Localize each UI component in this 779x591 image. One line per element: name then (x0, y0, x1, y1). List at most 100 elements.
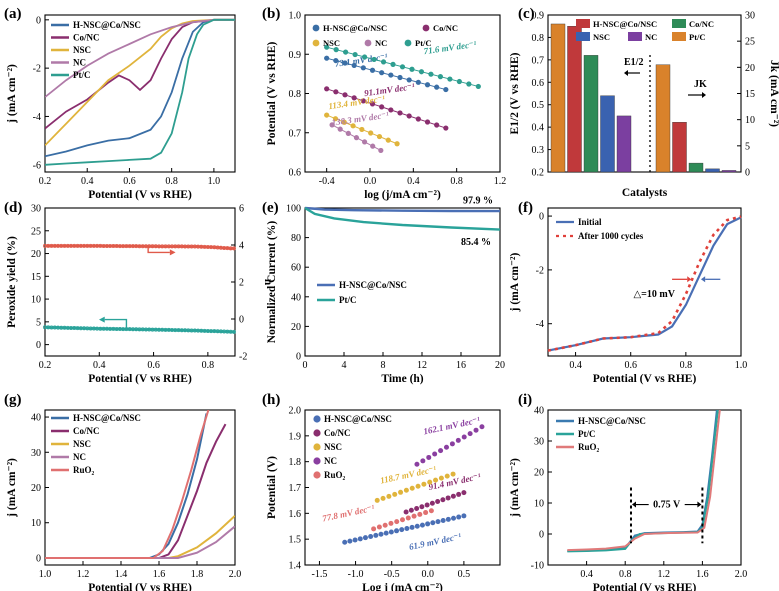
series-line-a (45, 18, 235, 147)
legend-label-g: RuO₂ (73, 465, 95, 475)
panel-label-c: (c) (518, 6, 535, 22)
series-line-a (45, 18, 235, 166)
y-tick-label-a: -4 (33, 112, 41, 123)
data-point-h (409, 524, 415, 530)
data-point-h (428, 508, 434, 514)
data-point-h (405, 515, 411, 521)
data-point-h (409, 485, 415, 491)
data-point-h (378, 531, 384, 537)
data-point-b (409, 66, 415, 72)
y-tick-label-e: 0 (296, 352, 301, 363)
data-point-b (333, 89, 339, 95)
panel-label-b: (b) (262, 6, 280, 22)
series-line-g (45, 413, 208, 559)
series-line-e (304, 206, 501, 213)
data-point-h (425, 521, 431, 527)
y-tick-label-g: 30 (31, 448, 41, 459)
y-tick-label-i: 0 (539, 530, 544, 541)
data-point-b (360, 65, 366, 71)
bar-e-half-c (616, 115, 632, 173)
data-point-b (350, 123, 356, 129)
data-point-b (333, 47, 339, 53)
data-point-h (392, 491, 398, 497)
arrow-head-c (702, 92, 706, 98)
panel-label-h: (h) (262, 392, 280, 408)
legend-marker-h (313, 443, 321, 451)
x-axis-title-a: Potential (V vs RHE) (88, 189, 192, 201)
y-tick-label-a: -2 (33, 64, 41, 75)
legend-marker-h (313, 415, 321, 423)
panel-i: (i) 0.4 0.8 1.2 1.6 2.0 Potential (V vs RHE) -1… (509, 392, 747, 591)
y-tick-label-e: 40 (291, 292, 301, 303)
legend-label-c: NSC (593, 32, 610, 42)
series-line-d (45, 244, 235, 250)
y-tick-label-d: 5 (36, 317, 41, 328)
data-point-h (430, 520, 436, 526)
data-point-h (362, 535, 368, 541)
y2-tick-label-c: 25 (745, 37, 755, 48)
data-point-h (386, 493, 392, 499)
x-tick-label-i: 0.4 (580, 569, 593, 580)
data-point-b (337, 126, 343, 132)
data-point-h (456, 491, 462, 497)
arrow-head-f (687, 276, 692, 283)
data-point-h (388, 529, 394, 535)
data-point-b (415, 79, 421, 85)
data-point-b (418, 69, 425, 75)
y2-tick-label-c: 30 (745, 11, 755, 22)
data-point-b (361, 139, 368, 145)
data-point-b (424, 82, 431, 88)
data-point-h (380, 495, 386, 501)
x-tick-label-b: 0.0 (364, 176, 377, 187)
x-axis-title-d: Potential (V vs RHE) (88, 373, 192, 385)
x-tick-label-i: 1.2 (658, 569, 671, 580)
y-tick-label-c: 0.7 (532, 55, 545, 66)
data-point-h (368, 534, 374, 540)
data-point-h (445, 495, 451, 501)
data-point-b (376, 133, 383, 140)
data-point-b (406, 113, 412, 119)
y-tick-label-c: 0.6 (532, 78, 545, 89)
data-point-h (421, 481, 427, 487)
data-point-b (388, 72, 394, 78)
data-point-h (420, 458, 426, 464)
arrow-head-i (631, 501, 636, 508)
legend-label-g: Co/NC (73, 426, 100, 436)
y2-tick-label-c: 0 (745, 168, 750, 179)
legend-label-g: NSC (73, 439, 91, 449)
legend-marker-c (672, 32, 686, 41)
data-point-h (449, 441, 455, 447)
data-point-b (397, 74, 403, 81)
data-point-h (450, 493, 456, 499)
data-point-b (379, 104, 385, 110)
x-tick-label-e: 20 (495, 360, 505, 371)
data-point-h (415, 483, 421, 489)
bar-jk-c (655, 64, 671, 173)
y-tick-label-i: 10 (534, 499, 544, 510)
annotation-e: 97.9 % (463, 196, 493, 207)
x-axis-title-f: Potential (V vs RHE) (593, 373, 697, 385)
data-point-h (479, 424, 485, 430)
x-tick-label-e: 8 (381, 360, 386, 371)
y-tick-label-a: 0 (36, 15, 41, 26)
y-tick-label-b: 0.9 (289, 50, 302, 61)
data-point-h (451, 515, 457, 521)
legend-label-e: H-NSC@Co/NSC (339, 280, 407, 290)
plot-frame-i (547, 409, 742, 566)
legend-label-f: After 1000 cycles (578, 231, 644, 241)
x-tick-label-i: 2.0 (735, 569, 748, 580)
y-tick-label-b: 0.6 (289, 168, 302, 179)
data-point-h (404, 526, 410, 532)
x-tick-label-d: 0.4 (93, 360, 106, 371)
data-point-b (390, 61, 396, 67)
data-point-b (415, 116, 421, 122)
axis-arrow-d (147, 245, 170, 254)
legend-marker-h (313, 429, 321, 437)
panel-e: (e) 0 4 8 12 16 20 Time (h) 0 20 40 60 80 100 Normaliz… (262, 196, 505, 385)
data-point-b (368, 130, 374, 136)
data-point-b (434, 84, 440, 90)
x-tick-label-a: 0.4 (81, 176, 94, 187)
bar-jk-c (672, 122, 687, 173)
data-point-h (440, 497, 446, 503)
y-tick-label-h: 1.5 (289, 535, 302, 546)
